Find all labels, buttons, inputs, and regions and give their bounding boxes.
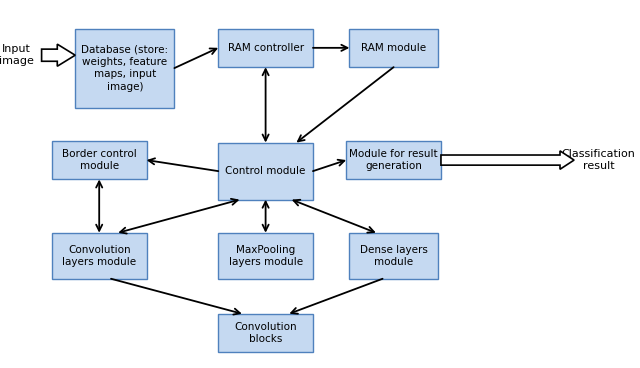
FancyBboxPatch shape bbox=[349, 29, 438, 67]
FancyBboxPatch shape bbox=[76, 29, 174, 108]
Text: RAM module: RAM module bbox=[361, 43, 426, 53]
Text: MaxPooling
layers module: MaxPooling layers module bbox=[228, 245, 303, 267]
Text: Dense layers
module: Dense layers module bbox=[360, 245, 428, 267]
Text: Classification
result: Classification result bbox=[561, 149, 636, 171]
Text: RAM controller: RAM controller bbox=[228, 43, 303, 53]
FancyBboxPatch shape bbox=[218, 314, 313, 353]
Text: Border control
module: Border control module bbox=[62, 149, 136, 171]
Polygon shape bbox=[441, 151, 574, 169]
Text: Input
image: Input image bbox=[0, 45, 33, 66]
FancyBboxPatch shape bbox=[346, 141, 441, 180]
FancyBboxPatch shape bbox=[52, 233, 147, 279]
FancyBboxPatch shape bbox=[218, 142, 313, 199]
Polygon shape bbox=[42, 44, 76, 66]
Text: Control module: Control module bbox=[225, 166, 306, 176]
Text: Module for result
generation: Module for result generation bbox=[349, 149, 438, 171]
Text: Convolution
blocks: Convolution blocks bbox=[234, 322, 297, 344]
FancyBboxPatch shape bbox=[218, 29, 313, 67]
Text: Convolution
layers module: Convolution layers module bbox=[62, 245, 136, 267]
FancyBboxPatch shape bbox=[218, 233, 313, 279]
FancyBboxPatch shape bbox=[349, 233, 438, 279]
Text: Database (store:
weights, feature
maps, input
image): Database (store: weights, feature maps, … bbox=[81, 45, 168, 92]
FancyBboxPatch shape bbox=[52, 141, 147, 180]
